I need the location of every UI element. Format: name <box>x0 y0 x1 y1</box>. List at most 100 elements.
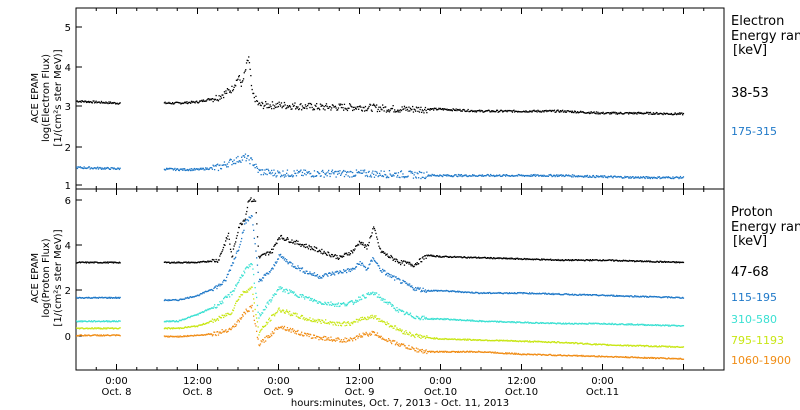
data-point <box>585 322 587 325</box>
data-point <box>467 108 469 111</box>
data-point <box>452 175 454 178</box>
data-point <box>187 169 190 172</box>
data-point <box>165 335 167 337</box>
data-point <box>328 304 331 306</box>
data-point <box>316 300 318 302</box>
data-point <box>344 170 346 172</box>
data-point <box>373 228 376 230</box>
data-point <box>336 255 338 257</box>
data-point <box>647 324 649 326</box>
data-point <box>551 175 553 178</box>
data-point <box>382 321 384 323</box>
data-point <box>255 314 257 316</box>
data-point <box>210 307 212 310</box>
data-point <box>589 112 592 114</box>
data-point <box>388 256 391 258</box>
data-point <box>226 166 228 168</box>
data-point <box>80 327 82 329</box>
data-point <box>391 255 393 258</box>
data-point <box>412 348 415 350</box>
data-point <box>89 327 91 330</box>
data-point <box>108 334 110 337</box>
data-point <box>403 311 405 313</box>
data-point <box>592 112 594 114</box>
data-point <box>498 321 500 323</box>
data-point <box>628 260 630 262</box>
data-point <box>418 336 421 338</box>
data-point <box>163 328 166 330</box>
data-point <box>417 335 419 338</box>
data-point <box>107 167 109 169</box>
data-point <box>109 335 112 337</box>
data-point <box>274 313 277 315</box>
data-point <box>659 346 661 348</box>
data-point <box>455 174 457 176</box>
data-point <box>518 321 520 323</box>
data-point <box>349 176 351 178</box>
data-point <box>571 293 574 295</box>
data-point <box>515 340 517 343</box>
data-point <box>85 167 87 169</box>
data-point <box>531 111 533 113</box>
data-point <box>190 168 193 170</box>
data-point <box>382 251 385 253</box>
data-point <box>317 171 319 173</box>
data-point <box>320 105 322 107</box>
data-point <box>490 340 492 342</box>
data-point <box>479 110 481 113</box>
data-point <box>661 177 663 179</box>
data-point <box>387 255 389 257</box>
data-point <box>640 261 643 263</box>
data-point <box>110 261 112 263</box>
data-point <box>397 343 399 346</box>
data-point <box>300 294 302 296</box>
data-point <box>414 109 416 111</box>
data-point <box>224 315 226 317</box>
data-point <box>85 320 87 322</box>
data-point <box>353 249 355 252</box>
data-point <box>423 290 425 292</box>
data-point <box>499 340 502 342</box>
data-point <box>450 256 452 258</box>
data-point <box>586 259 589 261</box>
data-point <box>518 111 520 113</box>
data-point <box>553 174 556 176</box>
data-point <box>217 331 219 333</box>
data-point <box>379 106 382 108</box>
data-point <box>646 260 648 262</box>
data-point <box>406 332 408 334</box>
data-point <box>308 319 310 321</box>
data-point <box>423 112 425 114</box>
data-point <box>628 177 631 179</box>
data-point <box>169 335 171 338</box>
data-point <box>657 261 659 263</box>
data-point <box>233 307 235 309</box>
data-point <box>230 92 232 94</box>
data-point <box>487 109 490 111</box>
data-point <box>541 259 544 261</box>
data-point <box>478 109 481 111</box>
data-point <box>186 169 188 171</box>
data-point <box>201 261 203 263</box>
data-point <box>254 243 256 245</box>
data-point <box>490 320 493 322</box>
data-point <box>463 291 466 293</box>
data-point <box>399 328 401 330</box>
data-point <box>481 339 483 341</box>
data-point <box>533 340 535 342</box>
data-point <box>603 113 605 115</box>
data-point <box>87 101 89 103</box>
data-point <box>106 334 109 336</box>
data-point <box>564 175 566 177</box>
data-point <box>205 261 207 263</box>
data-point <box>289 314 292 317</box>
data-point <box>578 322 580 325</box>
data-point <box>343 321 345 323</box>
data-point <box>405 109 407 111</box>
data-point <box>548 292 550 295</box>
data-point <box>657 324 659 326</box>
data-point <box>645 324 647 327</box>
data-point <box>339 104 341 106</box>
data-point <box>327 251 329 253</box>
data-point <box>287 238 289 240</box>
